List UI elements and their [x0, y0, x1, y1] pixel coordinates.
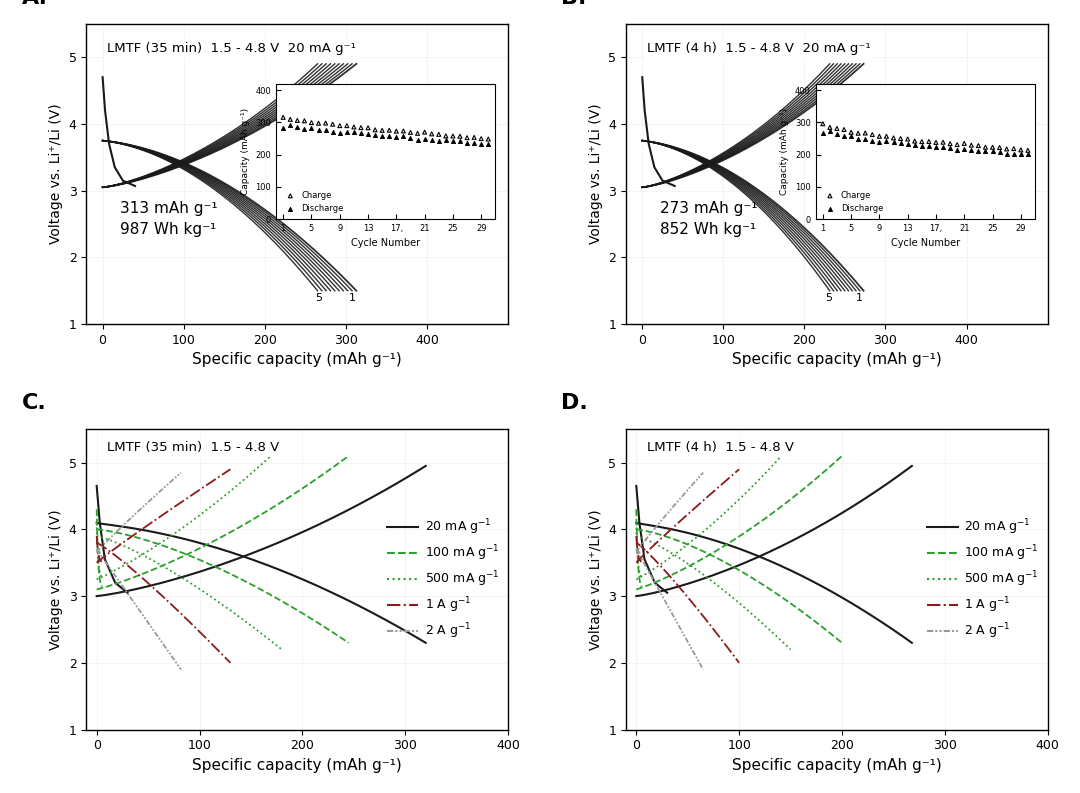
- Text: C.: C.: [22, 393, 46, 413]
- Text: 1: 1: [856, 293, 863, 303]
- Text: 273 mAh g⁻¹
852 Wh kg⁻¹: 273 mAh g⁻¹ 852 Wh kg⁻¹: [660, 201, 757, 237]
- Text: LMTF (35 min)  1.5 - 4.8 V  20 mA g⁻¹: LMTF (35 min) 1.5 - 4.8 V 20 mA g⁻¹: [108, 42, 356, 55]
- Legend: 20 mA g$^{-1}$, 100 mA g$^{-1}$, 500 mA g$^{-1}$, 1 A g$^{-1}$, 2 A g$^{-1}$: 20 mA g$^{-1}$, 100 mA g$^{-1}$, 500 mA …: [384, 515, 502, 643]
- Text: D.: D.: [562, 393, 588, 413]
- Y-axis label: Voltage vs. Li⁺/Li (V): Voltage vs. Li⁺/Li (V): [49, 509, 63, 649]
- Text: 313 mAh g⁻¹
987 Wh kg⁻¹: 313 mAh g⁻¹ 987 Wh kg⁻¹: [120, 201, 218, 237]
- Text: 1: 1: [349, 293, 355, 303]
- X-axis label: Specific capacity (mAh g⁻¹): Specific capacity (mAh g⁻¹): [732, 758, 942, 773]
- Y-axis label: Voltage vs. Li⁺/Li (V): Voltage vs. Li⁺/Li (V): [49, 104, 63, 244]
- X-axis label: Specific capacity (mAh g⁻¹): Specific capacity (mAh g⁻¹): [192, 758, 402, 773]
- Text: LMTF (4 h)  1.5 - 4.8 V: LMTF (4 h) 1.5 - 4.8 V: [647, 441, 794, 454]
- X-axis label: Specific capacity (mAh g⁻¹): Specific capacity (mAh g⁻¹): [732, 352, 942, 367]
- Text: B.: B.: [562, 0, 586, 8]
- Text: 5: 5: [315, 293, 322, 303]
- Y-axis label: Voltage vs. Li⁺/Li (V): Voltage vs. Li⁺/Li (V): [589, 509, 603, 649]
- Text: LMTF (35 min)  1.5 - 4.8 V: LMTF (35 min) 1.5 - 4.8 V: [108, 441, 280, 454]
- Text: 5: 5: [825, 293, 832, 303]
- Text: LMTF (4 h)  1.5 - 4.8 V  20 mA g⁻¹: LMTF (4 h) 1.5 - 4.8 V 20 mA g⁻¹: [647, 42, 870, 55]
- Y-axis label: Voltage vs. Li⁺/Li (V): Voltage vs. Li⁺/Li (V): [589, 104, 603, 244]
- Legend: 20 mA g$^{-1}$, 100 mA g$^{-1}$, 500 mA g$^{-1}$, 1 A g$^{-1}$, 2 A g$^{-1}$: 20 mA g$^{-1}$, 100 mA g$^{-1}$, 500 mA …: [924, 515, 1041, 643]
- X-axis label: Specific capacity (mAh g⁻¹): Specific capacity (mAh g⁻¹): [192, 352, 402, 367]
- Text: A.: A.: [22, 0, 48, 8]
